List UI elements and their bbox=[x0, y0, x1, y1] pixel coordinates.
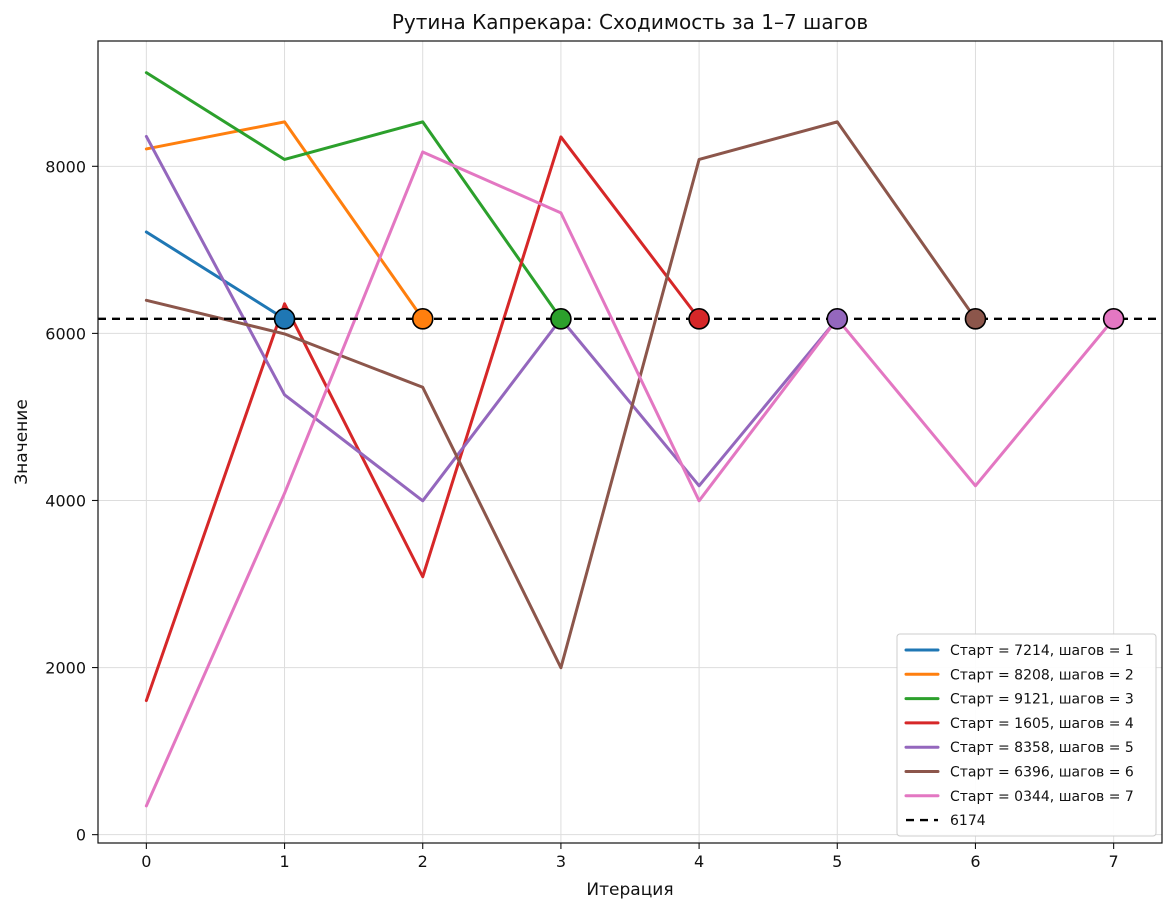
series-endpoint-6 bbox=[964, 308, 987, 330]
plot-frame bbox=[97, 40, 1163, 844]
series-endpoint-2 bbox=[411, 308, 434, 330]
x-tick-label: 2 bbox=[418, 852, 428, 871]
series-endpoint-5 bbox=[826, 308, 849, 330]
legend-label-reference: 6174 bbox=[950, 813, 986, 829]
x-tick-label: 7 bbox=[1109, 852, 1119, 871]
series-line-4 bbox=[144, 135, 701, 703]
x-tick-label: 4 bbox=[694, 852, 704, 871]
legend-label-1: Старт = 7214, шагов = 1 bbox=[950, 643, 1134, 659]
series-layer bbox=[144, 71, 1116, 808]
x-tick-label: 5 bbox=[832, 852, 842, 871]
legend-label-3: Старт = 9121, шагов = 3 bbox=[950, 692, 1134, 708]
y-tick-label: 6000 bbox=[45, 324, 86, 343]
series-line-2 bbox=[144, 120, 425, 321]
legend-label-4: Старт = 1605, шагов = 4 bbox=[950, 716, 1134, 732]
series-line-1 bbox=[144, 230, 287, 321]
marker-layer bbox=[273, 308, 1125, 330]
series-endpoint-1 bbox=[273, 308, 296, 330]
series-line-3 bbox=[144, 71, 563, 321]
y-tick-label: 4000 bbox=[45, 491, 86, 510]
legend-label-2: Старт = 8208, шагов = 2 bbox=[950, 667, 1134, 683]
legend-box bbox=[896, 633, 1157, 837]
y-axis-label: Значение bbox=[12, 399, 32, 485]
series-line-6 bbox=[144, 120, 977, 670]
series-endpoint-3 bbox=[550, 308, 572, 330]
x-tick-label: 6 bbox=[970, 852, 980, 871]
legend: Старт = 7214, шагов = 1 Старт = 8208, шаг… bbox=[896, 633, 1157, 837]
chart-title: Рутина Капрекара: Сходимость за 1–7 шаго… bbox=[392, 10, 868, 34]
series-endpoint-4 bbox=[688, 308, 710, 330]
x-tick-label: 1 bbox=[279, 852, 289, 871]
x-tick-label: 3 bbox=[556, 852, 566, 871]
series-line-5 bbox=[144, 134, 839, 503]
y-tick-label: 8000 bbox=[45, 157, 86, 176]
series-line-7 bbox=[144, 150, 1116, 808]
x-tick-label: 0 bbox=[141, 852, 151, 871]
x-axis-label: Итерация bbox=[586, 880, 673, 900]
axes-layer: 0 1 2 3 4 5 6 7 0 2000 4000 6000 8000 bbox=[45, 157, 1118, 871]
series-endpoint-7 bbox=[1102, 308, 1125, 330]
legend-label-5: Старт = 8358, шагов = 5 bbox=[950, 740, 1134, 756]
y-tick-label: 2000 bbox=[45, 659, 86, 678]
legend-label-6: Старт = 6396, шагов = 6 bbox=[950, 765, 1134, 781]
y-tick-label: 0 bbox=[76, 826, 86, 845]
legend-label-7: Старт = 0344, шагов = 7 bbox=[950, 789, 1134, 805]
